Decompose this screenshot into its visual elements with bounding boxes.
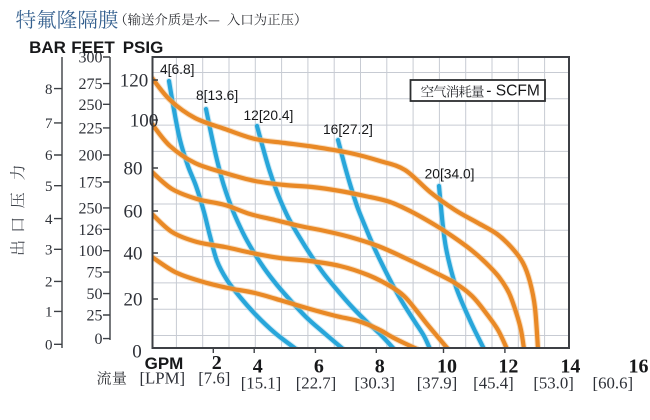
- svg-text:16: 16: [629, 355, 649, 377]
- svg-text:[37.9]: [37.9]: [417, 373, 458, 392]
- svg-text:60: 60: [124, 202, 143, 223]
- svg-text:100: 100: [79, 243, 103, 260]
- svg-text:12: 12: [498, 355, 518, 377]
- svg-text:5: 5: [45, 179, 53, 195]
- svg-text:[45.4]: [45.4]: [473, 373, 514, 392]
- svg-text:4: 4: [253, 355, 263, 377]
- svg-text:16[27.2]: 16[27.2]: [323, 122, 373, 137]
- svg-text:6: 6: [314, 355, 324, 377]
- svg-text:0: 0: [132, 342, 142, 363]
- svg-text:100: 100: [130, 111, 159, 132]
- svg-text:80: 80: [124, 159, 143, 180]
- svg-text:4: 4: [45, 212, 53, 228]
- svg-text:[LPM]: [LPM]: [139, 368, 185, 387]
- svg-text:275: 275: [79, 76, 103, 93]
- svg-text:12[20.4]: 12[20.4]: [244, 108, 294, 123]
- svg-text:2: 2: [45, 275, 53, 291]
- svg-text:175: 175: [79, 175, 103, 192]
- svg-text:7: 7: [45, 116, 53, 132]
- svg-text:250: 250: [79, 200, 103, 217]
- svg-text:[15.1]: [15.1]: [241, 373, 282, 392]
- svg-text:1: 1: [45, 305, 53, 321]
- svg-text:250: 250: [79, 97, 103, 114]
- svg-text:BAR: BAR: [29, 38, 66, 57]
- svg-text:- SCFM: - SCFM: [486, 82, 540, 99]
- svg-text:GPM: GPM: [145, 354, 184, 373]
- svg-text:0: 0: [95, 331, 103, 348]
- svg-text:126: 126: [79, 222, 103, 239]
- svg-text:[53.0]: [53.0]: [533, 373, 574, 392]
- svg-text:20: 20: [124, 290, 143, 311]
- svg-text:20[34.0]: 20[34.0]: [425, 167, 475, 182]
- svg-text:[22.7]: [22.7]: [296, 373, 337, 392]
- svg-text:14: 14: [560, 355, 580, 377]
- svg-text:200: 200: [79, 148, 103, 165]
- svg-text:8[13.6]: 8[13.6]: [196, 88, 238, 103]
- svg-text:4[6.8]: 4[6.8]: [160, 62, 195, 77]
- svg-text:75: 75: [87, 265, 103, 282]
- svg-text:25: 25: [87, 308, 103, 325]
- svg-text:0: 0: [45, 338, 53, 354]
- svg-text:3: 3: [45, 243, 53, 259]
- svg-text:8: 8: [375, 355, 385, 377]
- svg-text:10: 10: [437, 355, 457, 377]
- svg-text:PSIG: PSIG: [123, 38, 164, 57]
- svg-text:300: 300: [79, 50, 103, 67]
- svg-text:225: 225: [79, 120, 103, 137]
- svg-text:8: 8: [45, 82, 53, 98]
- svg-text:6: 6: [45, 148, 53, 164]
- svg-text:50: 50: [87, 286, 103, 303]
- svg-text:40: 40: [124, 244, 143, 265]
- svg-text:[7.6]: [7.6]: [198, 368, 230, 387]
- svg-text:[60.6]: [60.6]: [593, 373, 634, 392]
- svg-text:120: 120: [120, 71, 149, 92]
- svg-text:2: 2: [212, 352, 222, 374]
- svg-text:FEET: FEET: [71, 38, 115, 57]
- svg-text:[30.3]: [30.3]: [354, 373, 395, 392]
